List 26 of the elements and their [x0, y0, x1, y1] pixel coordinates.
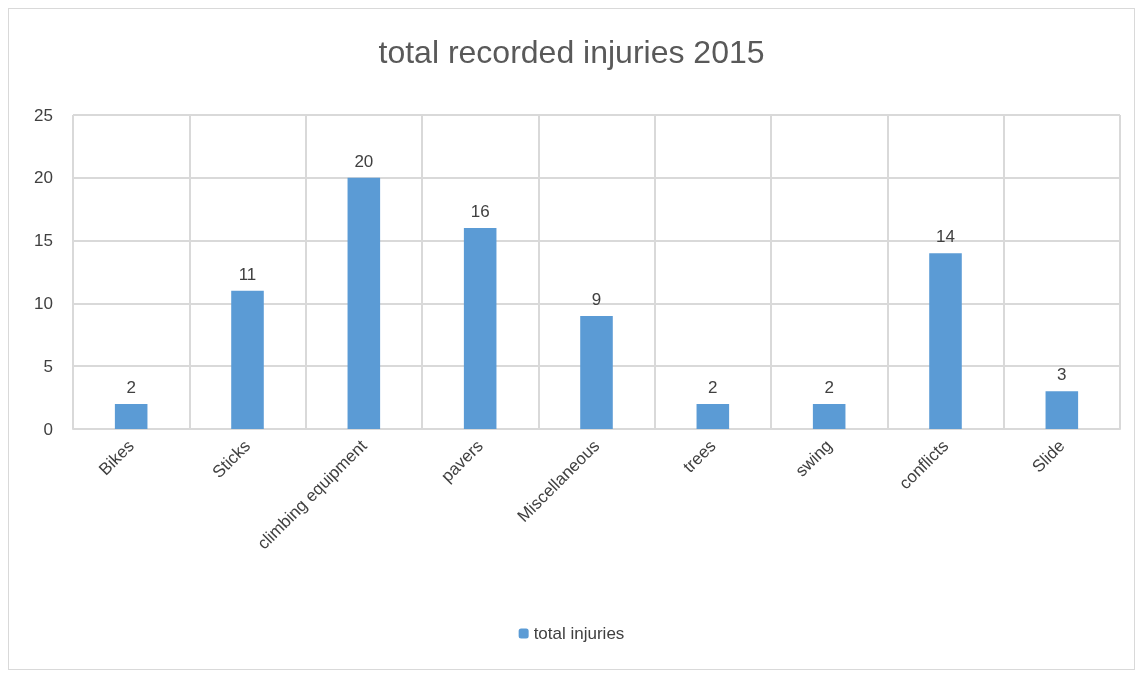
y-tick-label: 0	[43, 419, 53, 439]
y-tick-label: 10	[34, 293, 53, 313]
data-label: 3	[1057, 365, 1067, 385]
bar	[812, 403, 846, 429]
y-tick-label: 5	[43, 356, 53, 376]
bar	[1045, 391, 1079, 429]
data-label: 16	[470, 202, 490, 222]
bar	[696, 403, 730, 429]
bar	[580, 315, 613, 429]
bar	[463, 228, 497, 429]
data-label: 2	[126, 377, 136, 397]
data-label: 14	[936, 227, 955, 247]
y-tick-label: 15	[34, 231, 53, 251]
data-label: 11	[238, 264, 257, 284]
data-label: 2	[708, 377, 718, 397]
bar	[347, 177, 381, 429]
data-label: 9	[591, 289, 602, 309]
y-tick-label: 25	[34, 105, 53, 125]
bar	[231, 290, 264, 429]
chart-title: total recorded injuries 2015	[378, 34, 765, 70]
bar	[114, 403, 148, 429]
legend-label: total injuries	[533, 624, 625, 643]
y-tick-label: 20	[34, 168, 53, 188]
data-label: 2	[824, 377, 834, 397]
data-label: 20	[354, 151, 374, 171]
bar	[929, 253, 962, 429]
